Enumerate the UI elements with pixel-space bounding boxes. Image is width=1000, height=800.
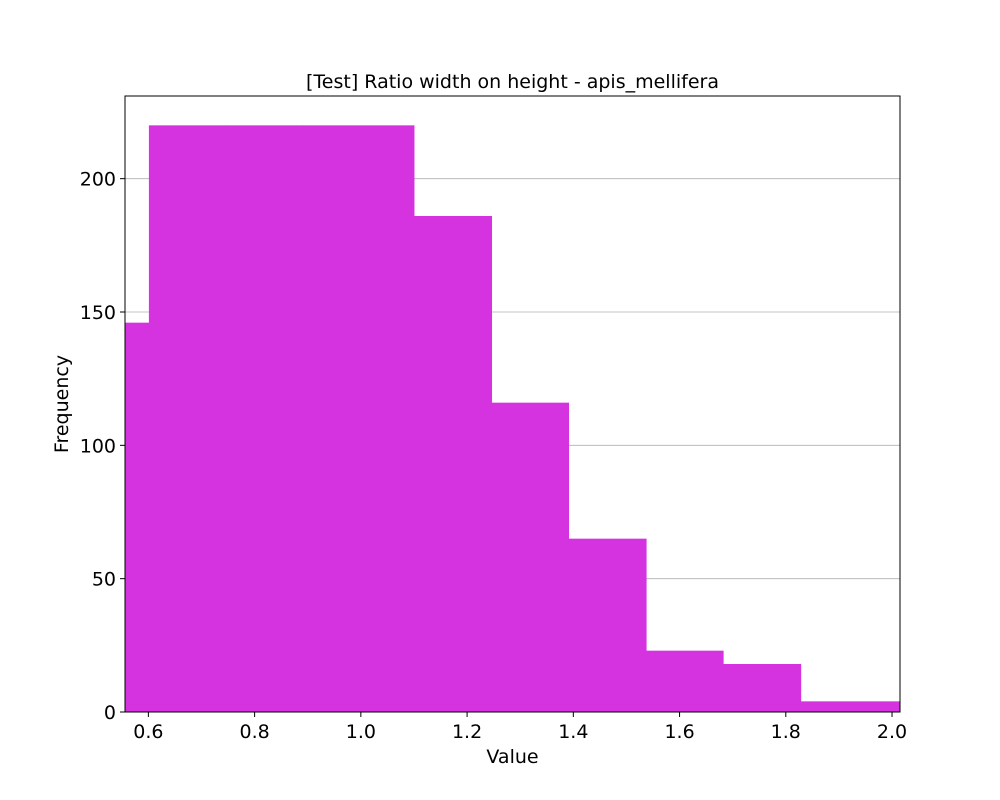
histogram-bar [646,650,724,712]
histogram-bar [148,125,227,713]
y-tick-label: 0 [104,702,116,724]
histogram-bar [723,664,802,712]
histogram-bar [800,701,901,712]
y-tick-label: 200 [80,169,116,191]
histogram-bar [302,125,415,713]
x-tick-label: 0.8 [239,721,269,743]
x-tick-label: 2.0 [877,721,907,743]
x-axis-label: Value [486,746,538,768]
histogram-bar [125,322,150,712]
x-axis-ticks: 0.6 0.8 1.0 1.2 1.4 1.6 1.8 2.0 [133,712,907,743]
histogram-bar [568,538,647,712]
plot-frame [124,95,901,713]
histogram-bar [413,216,493,712]
x-tick-label: 1.8 [771,721,801,743]
histogram-bar [225,125,304,713]
y-axis-label: Frequency [51,355,73,453]
chart-title: [Test] Ratio width on height - apis_mell… [306,71,719,93]
x-tick-label: 1.6 [664,721,694,743]
y-tick-label: 100 [80,435,116,457]
histogram-bars [125,125,901,713]
y-axis-ticks: 0 50 100 150 200 [80,169,125,724]
x-tick-label: 1.2 [452,721,482,743]
y-tick-label: 150 [80,302,116,324]
x-tick-label: 0.6 [133,721,163,743]
y-tick-label: 50 [92,569,116,591]
x-tick-label: 1.0 [346,721,376,743]
x-tick-label: 1.4 [558,721,588,743]
histogram-bar [491,402,570,712]
